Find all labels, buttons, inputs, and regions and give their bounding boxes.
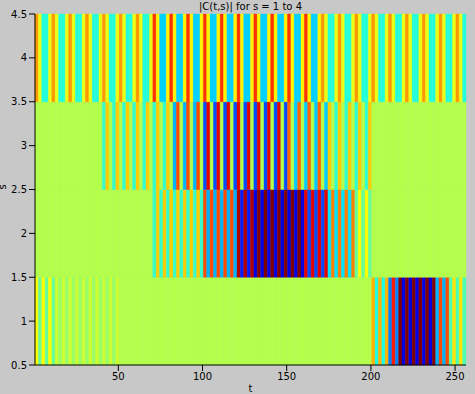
svg-text:4: 4 [21, 52, 27, 63]
svg-text:50: 50 [112, 371, 125, 382]
svg-text:2.5: 2.5 [11, 184, 27, 195]
svg-text:150: 150 [277, 371, 296, 382]
svg-text:200: 200 [361, 371, 380, 382]
svg-text:0.5: 0.5 [11, 360, 27, 371]
svg-text:1: 1 [21, 316, 27, 327]
svg-text:t: t [249, 383, 253, 394]
svg-text:1.5: 1.5 [11, 272, 27, 283]
svg-text:250: 250 [446, 371, 465, 382]
svg-text:3.5: 3.5 [11, 96, 27, 107]
html-text:|C(t,s)| for s = 1 to 4: |C(t,s)| for s = 1 to 4 [199, 1, 302, 12]
svg-text:3: 3 [21, 140, 27, 151]
svg-text:4.5: 4.5 [11, 9, 27, 20]
svg-text:100: 100 [193, 371, 212, 382]
svg-text:2: 2 [21, 228, 27, 239]
